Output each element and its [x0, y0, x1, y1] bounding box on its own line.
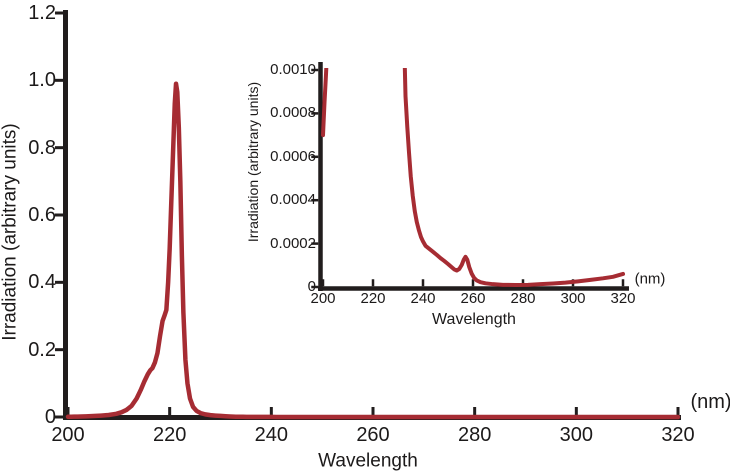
inset-y-tick-label: 0.0002: [270, 234, 316, 252]
inset-x-axis-title-text: Wavelength: [432, 311, 516, 328]
inset-y-tick-label: 0.0008: [270, 104, 316, 122]
main-x-tick-label: 320: [661, 424, 695, 446]
main-x-axis-unit-text: (nm): [690, 391, 730, 413]
inset-x-tick-label: 200: [310, 290, 336, 307]
inset-x-tick-label: 240: [410, 290, 436, 307]
inset-x-tick-label: 300: [560, 290, 586, 307]
main-y-tick-label: 0.2: [28, 338, 56, 361]
main-x-tick-label: 300: [559, 424, 594, 446]
main-x-axis-title-text: Wavelength: [318, 450, 418, 472]
inset-curve-irradiation-spectrum-magnified: [321, 68, 625, 288]
inset-x-tick-label: 220: [360, 290, 386, 307]
inset-x-tick-label: 260: [460, 290, 486, 307]
main-curve-irradiation-spectrum: [65, 81, 681, 420]
main-x-tick-label: 260: [356, 424, 390, 446]
inset-y-tick-label: 0: [307, 278, 316, 295]
main-x-tick-label: 220: [152, 424, 187, 446]
main-x-tick-label: 280: [457, 424, 492, 446]
inset-y-tick-label: 0.0010: [270, 61, 316, 78]
main-x-tick-label: 240: [254, 424, 289, 446]
main-x-tick-label: 200: [51, 424, 85, 446]
inset-x-tick-label: 280: [510, 290, 536, 307]
inset-y-tick-label: 0.0004: [270, 191, 316, 209]
main-y-tick-label: 1.2: [28, 2, 56, 24]
main-y-tick-label: 0.4: [28, 271, 56, 294]
inset-x-axis-unit-text: (nm): [634, 270, 666, 288]
main-y-tick-label: 0: [44, 406, 56, 428]
inset-y-tick-label: 0.0006: [270, 147, 316, 165]
inset-x-tick-label: 320: [610, 290, 636, 307]
main-y-tick-label: 1.0: [28, 69, 56, 92]
main-y-tick-label: 0.6: [28, 204, 56, 226]
main-y-tick-label: 0.8: [28, 136, 56, 159]
